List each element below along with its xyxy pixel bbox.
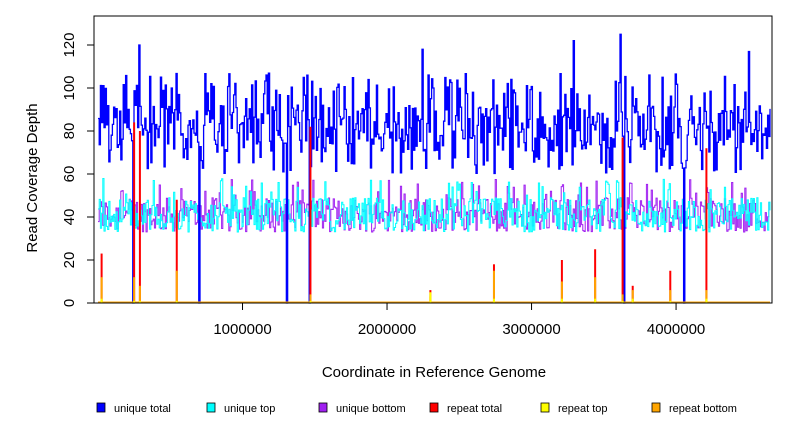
series-layer bbox=[98, 33, 771, 304]
legend-swatch-repeat-bottom bbox=[651, 402, 661, 413]
y-tick-label-100: 100 bbox=[61, 75, 78, 100]
legend-label-unique-top: unique top bbox=[224, 403, 275, 415]
legend-label-repeat-total: repeat total bbox=[447, 403, 502, 415]
x-tick-label-1000000: 1000000 bbox=[213, 321, 271, 338]
y-axis-title: Read Coverage Depth bbox=[24, 103, 41, 252]
series-line-unique-total bbox=[98, 33, 771, 304]
legend-label-unique-total: unique total bbox=[114, 403, 171, 415]
x-tick-label-2000000: 2000000 bbox=[358, 321, 416, 338]
y-axis: 0 20 40 60 80 100 120 bbox=[61, 32, 95, 307]
series-line-unique-top bbox=[98, 178, 771, 304]
legend: unique total unique top unique bottom repea… bbox=[96, 402, 737, 415]
x-tick-label-4000000: 4000000 bbox=[647, 321, 705, 338]
legend-swatch-repeat-top bbox=[540, 402, 550, 413]
legend-label-unique-bottom: unique bottom bbox=[336, 403, 406, 415]
legend-label-repeat-bottom: repeat bottom bbox=[669, 403, 737, 415]
x-axis-title: Coordinate in Reference Genome bbox=[322, 364, 546, 381]
y-tick-label-40: 40 bbox=[61, 209, 78, 226]
x-tick-label-3000000: 3000000 bbox=[502, 321, 560, 338]
y-tick-label-0: 0 bbox=[61, 299, 78, 307]
legend-swatch-repeat-total bbox=[429, 402, 439, 413]
y-tick-label-80: 80 bbox=[61, 123, 78, 140]
x-axis: 1000000 2000000 3000000 4000000 bbox=[213, 302, 705, 338]
legend-swatch-unique-top bbox=[206, 402, 216, 413]
legend-swatch-unique-bottom bbox=[318, 402, 328, 413]
y-tick-label-20: 20 bbox=[61, 252, 78, 269]
legend-label-repeat-top: repeat top bbox=[558, 403, 608, 415]
y-tick-label-60: 60 bbox=[61, 166, 78, 183]
legend-swatch-unique-total bbox=[96, 402, 106, 413]
y-tick-label-120: 120 bbox=[61, 32, 78, 57]
